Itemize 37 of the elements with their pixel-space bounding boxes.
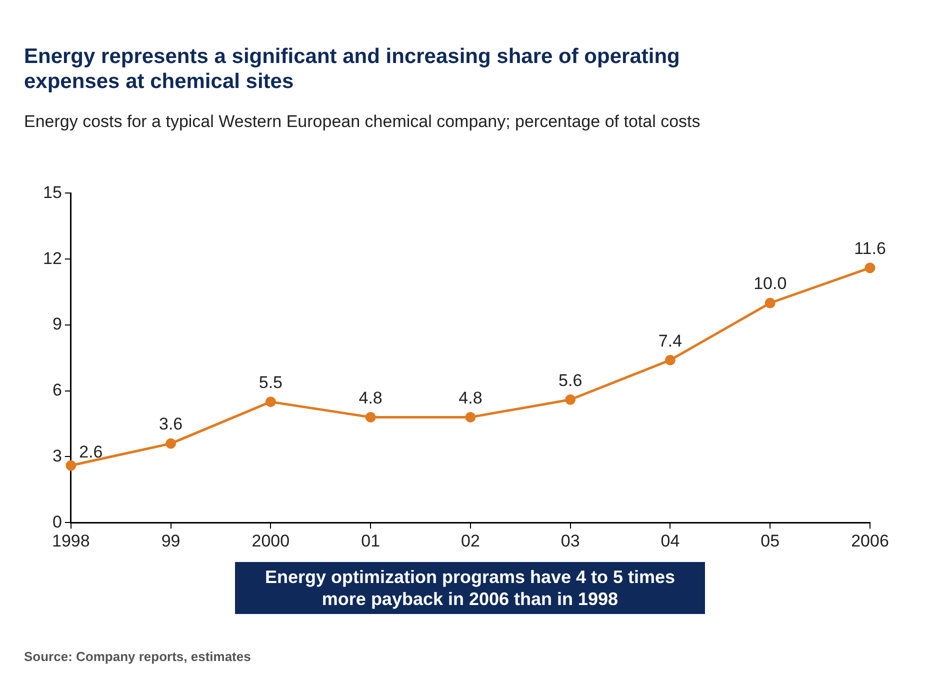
data-label: 7.4 (658, 331, 682, 350)
data-label: 4.8 (358, 388, 382, 408)
chart-subtitle: Energy costs for a typical Western European chemical company; percentage of total costs (24, 112, 700, 132)
point (465, 412, 476, 422)
x-tick-label: 03 (560, 531, 580, 550)
data-label: 11.6 (854, 239, 886, 258)
data-label: 4.8 (458, 388, 482, 408)
point (565, 394, 576, 405)
x-tick-label: 2000 (252, 531, 290, 550)
data-label: 5.6 (558, 370, 582, 390)
point (166, 438, 176, 449)
data-label: 10.0 (754, 274, 787, 294)
source-note: Source: Company reports, estimates (24, 649, 251, 664)
x-tick-label: 99 (161, 531, 180, 550)
point (864, 262, 876, 274)
point (764, 298, 776, 308)
data-label: 2.6 (79, 442, 103, 462)
chart-title: Energy represents a significant and increasing share of operating expenses at chemical sites (24, 44, 681, 94)
y-tick-label: 12 (42, 248, 62, 268)
point (66, 460, 76, 471)
x-tick-label: 01 (361, 531, 380, 550)
y-tick-label: 15 (42, 182, 62, 202)
y-tick-label: 0 (52, 512, 62, 532)
x-tick-label: 04 (660, 531, 680, 550)
y-tick-label: 3 (52, 446, 62, 466)
x-tick-label: 05 (760, 531, 780, 550)
x-tick-label: 1998 (52, 531, 90, 550)
data-label: 3.6 (158, 414, 183, 434)
y-tick-label: 9 (52, 314, 62, 334)
x-tick-label: 2006 (851, 531, 889, 550)
x-tick-label: 02 (460, 531, 480, 550)
point (365, 412, 376, 422)
point (265, 396, 276, 408)
text: Energy optimization programs have 4 to 5 times more payback in 2006 than in 1998 (235, 562, 705, 614)
y-tick-label: 6 (52, 380, 62, 400)
data-label: 5.5 (258, 373, 282, 392)
point (664, 354, 676, 366)
